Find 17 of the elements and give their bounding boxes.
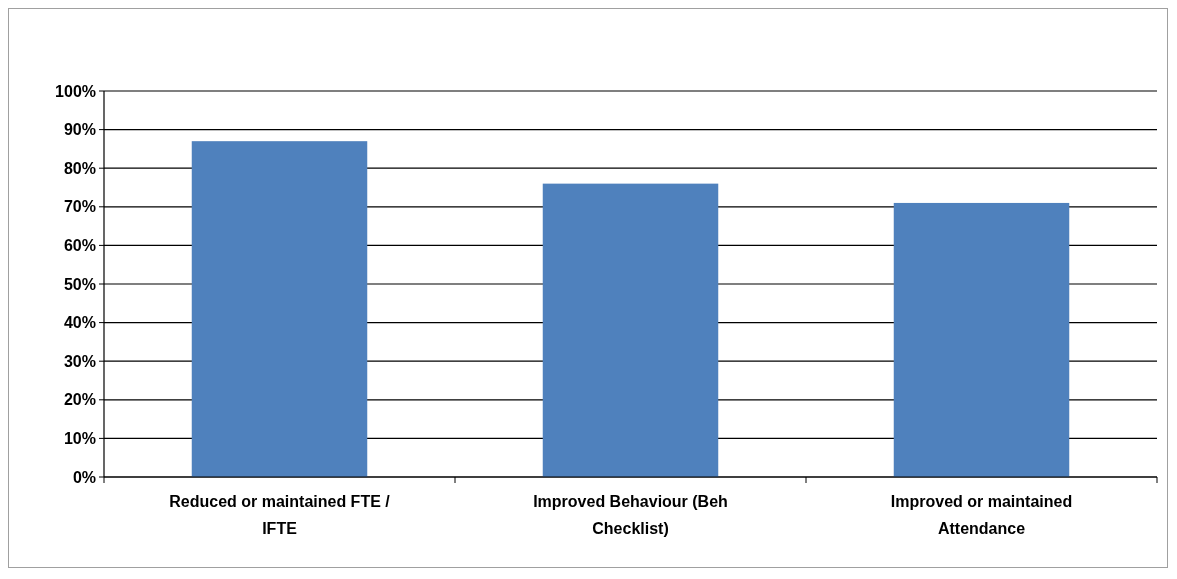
x-tick-label: Improved Behaviour (Beh Checklist) <box>533 493 728 537</box>
bar <box>191 141 368 477</box>
y-tick-label: 80% <box>63 159 96 177</box>
y-tick-label: 50% <box>63 275 96 293</box>
x-tick-label: Reduced or maintained FTE / IFTE <box>169 493 391 537</box>
y-tick-label: 60% <box>63 237 96 254</box>
y-tick-label: 10% <box>63 430 96 447</box>
y-tick-label: 0% <box>72 468 96 486</box>
y-tick-label: 40% <box>63 314 96 332</box>
bar <box>542 183 719 477</box>
bar <box>893 202 1070 477</box>
y-tick-label: 100% <box>55 82 96 100</box>
y-tick-label: 70% <box>63 198 96 216</box>
y-tick-label: 20% <box>63 391 96 409</box>
y-tick-label: 90% <box>63 121 96 139</box>
y-tick-label: 30% <box>63 352 96 370</box>
x-tick-label: Improved or maintained Attendance <box>890 493 1073 537</box>
